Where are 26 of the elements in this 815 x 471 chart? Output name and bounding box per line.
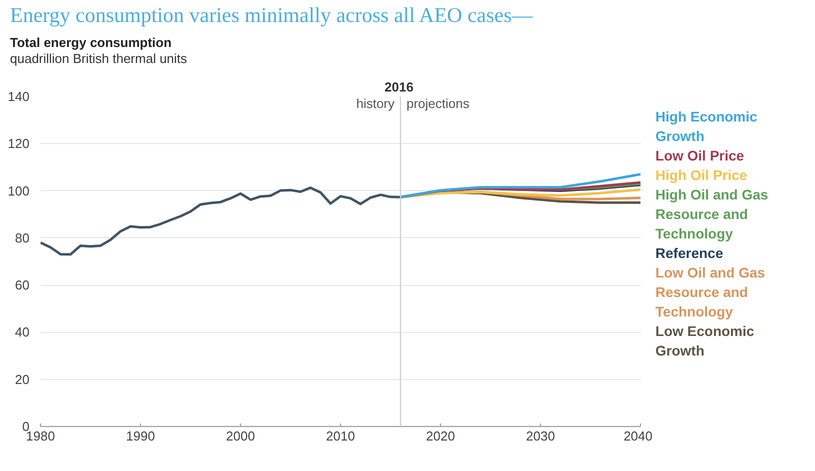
text: High Economic Growth <box>655 108 758 144</box>
y-tick-label: 120 <box>8 136 30 152</box>
text: Low Oil and Gas Resource and Technology <box>655 264 766 320</box>
y-axis-title: quadrillion British thermal units <box>10 50 188 68</box>
y-tick-label: 60 <box>15 278 30 293</box>
y-tick-label: 140 <box>8 89 30 104</box>
y-tick-label: 20 <box>15 372 30 387</box>
chart-title: Energy consumption varies minimally across all AEO cases— <box>10 2 533 29</box>
ref-line-label: 2016 <box>384 80 414 94</box>
x-tick-label: 2040 <box>624 428 652 444</box>
text: Reference <box>655 244 724 261</box>
series-label: High Oil and Gas Resource and Technology <box>655 186 768 242</box>
x-tick-label: 2000 <box>226 428 255 444</box>
x-tick-label: 2020 <box>426 428 455 444</box>
x-tick-label: 1990 <box>126 428 155 444</box>
text: Low Economic Growth <box>655 322 754 358</box>
y-tick-label: 100 <box>8 183 30 198</box>
y-tick-label: 40 <box>15 324 30 340</box>
series-label: High Oil Price <box>655 166 748 183</box>
chart-subtitle: Total energy consumption <box>10 34 172 52</box>
annotation: history <box>356 96 395 112</box>
x-tick-label: 2010 <box>326 428 355 444</box>
y-tick-label: 80 <box>15 230 30 246</box>
series-label: Low Oil Price <box>655 147 744 164</box>
annotation: projections <box>406 96 470 112</box>
x-tick-label: 2030 <box>526 428 555 444</box>
